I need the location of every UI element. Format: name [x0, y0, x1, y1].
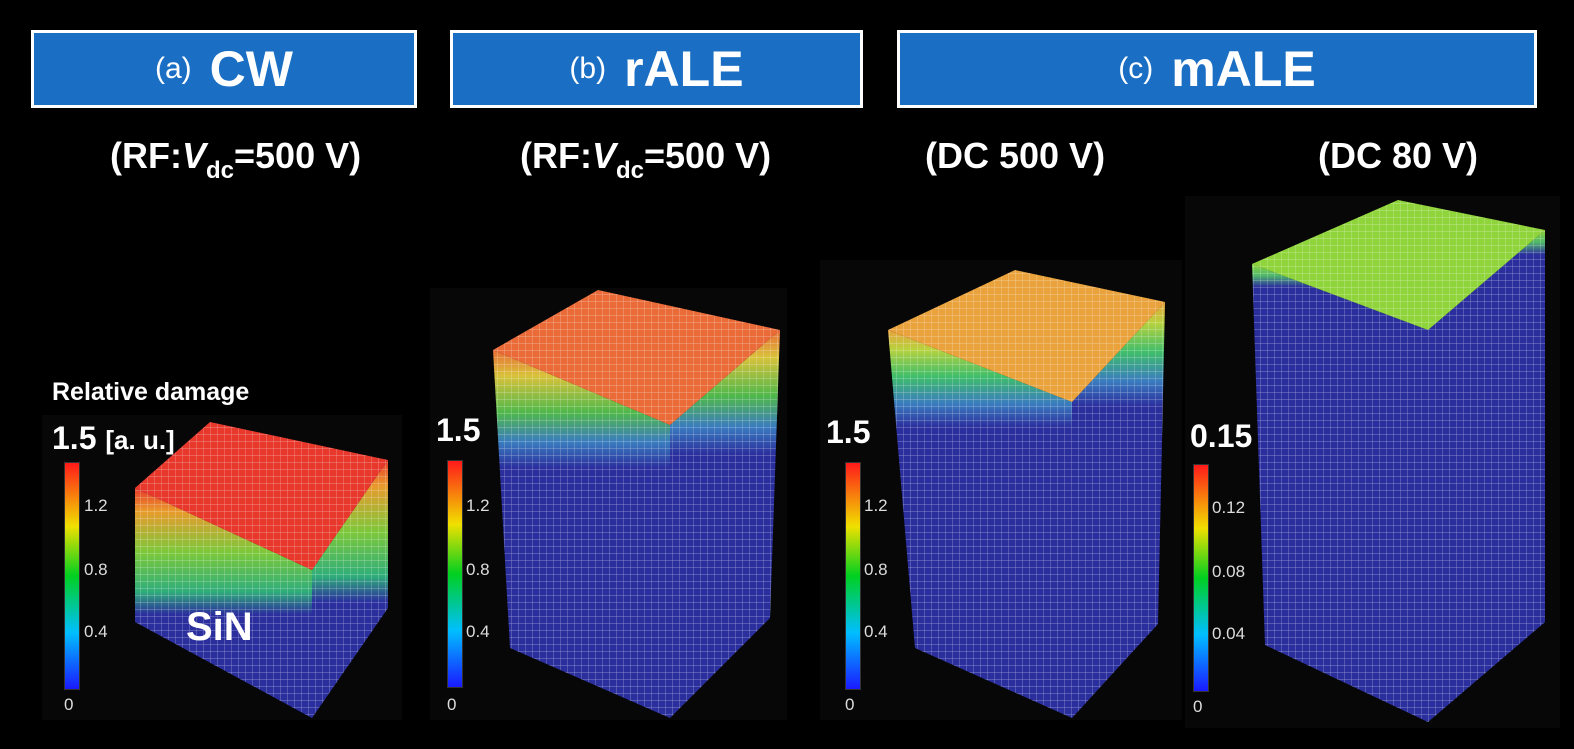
- panel-a-condition: (RF:Vdc=500 V): [110, 135, 362, 184]
- colorbar-c2-tick: 0.12: [1212, 498, 1246, 517]
- colorbar-c2-max: 0.15: [1190, 418, 1253, 454]
- colorbar-c2: [1193, 464, 1209, 692]
- colorbar-a-tick: 0.4: [84, 622, 108, 641]
- panel-b-header: (b) rALE: [450, 30, 863, 108]
- colorbar-b: [447, 460, 463, 688]
- panel-c-header: (c) mALE: [897, 30, 1537, 108]
- colorbar-a-max: 1.5 [a. u.]: [52, 420, 175, 456]
- panel-c-tag: (c): [1118, 52, 1154, 85]
- panel-a-tag: (a): [155, 52, 192, 85]
- panel-a-name: CW: [209, 41, 293, 97]
- colorbar-b-tick: 0.8: [466, 560, 490, 579]
- panel-c-condition-2: (DC 80 V): [1318, 135, 1479, 176]
- colorbar-c1-tick: 1.2: [864, 496, 888, 515]
- colorbar-a-tick: 1.2: [84, 496, 108, 515]
- colorbar-c2-tick: 0: [1193, 697, 1203, 716]
- colorbar-b-tick: 0.4: [466, 622, 490, 641]
- colorbar-b-max: 1.5: [436, 412, 481, 448]
- colorbar-a-tick: 0.8: [84, 560, 108, 579]
- colorbar-b-tick: 0: [447, 695, 457, 714]
- colorbar-a: [64, 462, 80, 690]
- colorbar-c1-tick: 0.4: [864, 622, 888, 641]
- panel-c-name: mALE: [1171, 41, 1316, 97]
- colorbar-c1-tick: 0: [845, 695, 855, 714]
- panel-b-name: rALE: [624, 41, 744, 97]
- panel-b-tag: (b): [569, 52, 607, 85]
- panel-c-condition-1: (DC 500 V): [925, 135, 1106, 176]
- colorbar-b-tick: 1.2: [466, 496, 490, 515]
- panel-b-condition: (RF:Vdc=500 V): [520, 135, 772, 184]
- panel-a-header: (a) CW: [31, 30, 417, 108]
- colorbar-a-tick: 0: [64, 695, 74, 714]
- material-label: SiN: [186, 605, 253, 649]
- colorbar-c1-max: 1.5: [826, 414, 871, 450]
- colorbar-c1-tick: 0.8: [864, 560, 888, 579]
- colorbar-c2-tick: 0.04: [1212, 624, 1246, 643]
- colorbar-title: Relative damage: [52, 378, 250, 406]
- colorbar-c1: [845, 462, 861, 690]
- colorbar-c2-tick: 0.08: [1212, 562, 1246, 581]
